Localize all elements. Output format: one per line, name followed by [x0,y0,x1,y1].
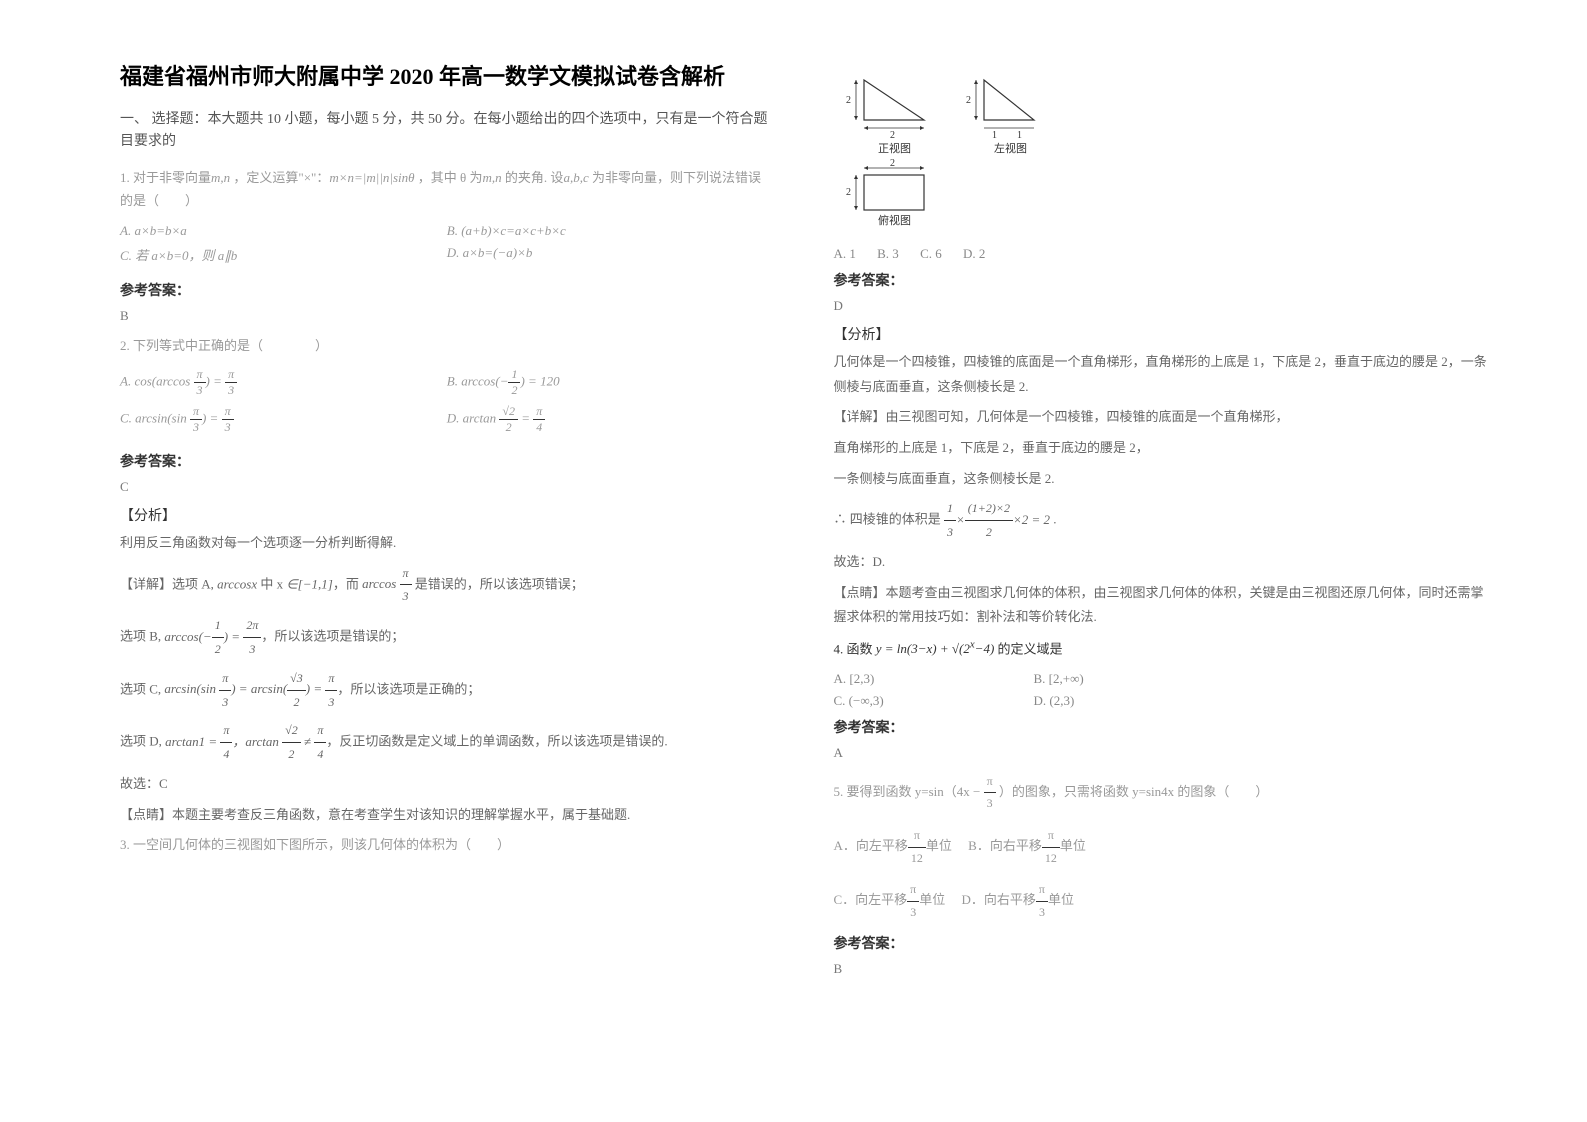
q3-options: A. 1 B. 3 C. 6 D. 2 [834,246,1488,262]
q2-fx-text: 利用反三角函数对每一个选项逐一分析判断得解. [120,531,774,556]
q3-opt-a: A. 1 [834,246,856,261]
q4-opt-d: D. (2,3) [1034,693,1075,709]
svg-text:2: 2 [846,95,851,106]
right-column: 2 2 正视图 2 1 1 左视图 [804,60,1508,1082]
q1-answer-label: 参考答案： [120,280,774,300]
svg-text:2: 2 [846,187,851,198]
q3-fx-e: ∴ 四棱锥的体积是 13×(1+2)×22×2 = 2 . [834,497,1488,544]
q1-opt-a: A. a×b=b×a [120,223,187,238]
q5-opt-cd: C．向左平移π3单位 D．向右平移π3单位 [834,879,1488,923]
q1-opt-b: B. (a+b)×c=a×c+b×c [447,223,566,238]
q2-answer-label: 参考答案： [120,451,774,471]
q1-answer: B [120,308,774,324]
q2-opt-b: B. arccos(−12) = 120 [447,367,774,398]
q4-answer: A [834,745,1488,761]
q5-answer: B [834,961,1488,977]
svg-text:1: 1 [1017,130,1022,141]
q4-answer-label: 参考答案： [834,717,1488,737]
q3-so: 故选：D. [834,550,1488,575]
q2-point: 【点睛】本题主要考查反三角函数，意在考查学生对该知识的理解掌握水平，属于基础题. [120,803,774,828]
q2-detail-a: 【详解】选项 A, arccosx 中 x ∈[−1,1]，而 arccos π… [120,562,774,609]
q5-text: 5. 要得到函数 y=sin（4x − π3 ）的图象，只需将函数 y=sin4… [834,771,1488,815]
q1-text: 1. 对于非零向量m,n ，定义运算"×"：m×n=|m||n|sinθ ，其中… [120,166,774,213]
q4-opt-b: B. [2,+∞) [1034,671,1084,687]
q2-detail-b: 选项 B, arccos(−12) = 2π3，所以该选项是错误的； [120,614,774,661]
q3-opt-c: C. 6 [920,246,942,261]
q2-opt-a: A. cos(arccos π3) = π3 [120,367,447,398]
svg-text:2: 2 [890,130,895,141]
section-1-title: 一、 选择题：本大题共 10 小题，每小题 5 分，共 50 分。在每小题给出的… [120,109,774,154]
svg-text:左视图: 左视图 [994,141,1027,155]
q3-fx-c: 直角梯形的上底是 1，下底是 2，垂直于底边的腰是 2， [834,436,1488,461]
svg-text:正视图: 正视图 [878,141,911,155]
q2-detail-d: 选项 D, arctan1 = π4，arctan √22 ≠ π4，反正切函数… [120,719,774,766]
q3-fx-b: 【详解】由三视图可知，几何体是一个四棱锥，四棱锥的底面是一个直角梯形， [834,405,1488,430]
svg-text:2: 2 [966,95,971,106]
svg-text:1: 1 [992,130,997,141]
q2-text: 2. 下列等式中正确的是（ ） [120,334,774,357]
q2-detail-c: 选项 C, arcsin(sin π3) = arcsin(√32) = π3，… [120,667,774,714]
svg-text:2: 2 [890,158,895,169]
three-view-diagram: 2 2 正视图 2 1 1 左视图 [834,70,1488,230]
q5-opt-ab: A．向左平移π12单位 B．向右平移π12单位 [834,825,1488,869]
top-view: 2 2 俯视图 [846,158,924,227]
front-view: 2 2 正视图 [846,80,924,155]
q3-fx-a: 几何体是一个四棱锥，四棱锥的底面是一个直角梯形，直角梯形的上底是 1，下底是 2… [834,350,1488,399]
q1-opt-c: C. 若 a×b=0，则 a∥b [120,248,237,263]
q3-opt-d: D. 2 [963,246,985,261]
q4-options: A. [2,3) B. [2,+∞) C. (−∞,3) D. (2,3) [834,671,1488,709]
q3-answer: D [834,298,1488,314]
q2-opt-c: C. arcsin(sin π3) = π3 [120,404,447,435]
q1-opt-d: D. a×b=(−a)×b [447,245,533,260]
svg-text:俯视图: 俯视图 [878,213,911,227]
q5-answer-label: 参考答案： [834,933,1488,953]
q2-fx-label: 【分析】 [120,505,774,525]
page-title: 福建省福州市师大附属中学 2020 年高一数学文模拟试卷含解析 [120,60,774,93]
q3-fx-label: 【分析】 [834,324,1488,344]
q3-fx-d: 一条侧棱与底面垂直，这条侧棱长是 2. [834,467,1488,492]
q4-opt-c: C. (−∞,3) [834,693,1034,709]
diagram-svg: 2 2 正视图 2 1 1 左视图 [834,70,1074,230]
side-view: 2 1 1 左视图 [966,80,1034,155]
q3-text: 3. 一空间几何体的三视图如下图所示，则该几何体的体积为（ ） [120,833,774,856]
q3-answer-label: 参考答案： [834,270,1488,290]
left-column: 福建省福州市师大附属中学 2020 年高一数学文模拟试卷含解析 一、 选择题：本… [100,60,804,1082]
q3-opt-b: B. 3 [877,246,899,261]
q1-options: A. a×b=b×a B. (a+b)×c=a×c+b×c C. 若 a×b=0… [120,223,774,270]
q3-point: 【点睛】本题考查由三视图求几何体的体积，由三视图求几何体的体积，关键是由三视图还… [834,581,1488,630]
q2-so: 故选：C [120,772,774,797]
q4-opt-a: A. [2,3) [834,671,1034,687]
q2-answer: C [120,479,774,495]
q2-opt-d: D. arctan √22 = π4 [447,404,774,435]
q4-text: 4. 函数 y = ln(3−x) + √(2x−4) 的定义域是 [834,636,1488,661]
q2-options: A. cos(arccos π3) = π3 B. arccos(−12) = … [120,367,774,441]
